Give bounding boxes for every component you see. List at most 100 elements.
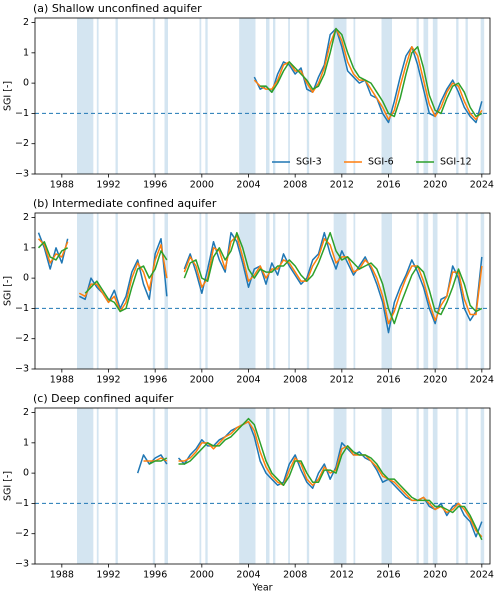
shaded-period [266,408,270,564]
x-axis-label: Year [251,583,272,594]
y-tick-label: −3 [15,169,29,180]
y-axis-label: SGI [-] [3,471,14,501]
shaded-period [266,213,270,369]
shaded-period [423,408,429,564]
x-tick-label: 2008 [283,180,307,191]
x-tick-label: 2024 [470,375,494,386]
shaded-period [465,18,468,174]
y-tick-label: −3 [15,364,29,375]
shaded-period [288,408,290,564]
shaded-period [381,408,392,564]
x-tick-label: 2020 [423,180,447,191]
x-tick-label: 2008 [283,570,307,581]
shaded-period [152,18,156,174]
panel-title: (a) Shallow unconfined aquifer [33,2,202,15]
plot-frame [34,212,491,370]
shaded-period [432,408,438,564]
shaded-period [239,213,256,369]
shaded-period [164,18,168,174]
x-tick-label: 2004 [236,570,260,581]
plot-frame [34,407,491,565]
y-tick-label: 2 [23,17,29,28]
x-tick-label: 1992 [96,570,120,581]
y-tick-label: 0 [23,78,29,89]
y-axis-label: SGI [-] [3,81,14,111]
series-line [253,27,483,124]
shaded-period [199,213,202,369]
x-tick-label: 1988 [50,570,74,581]
shaded-period [288,213,290,369]
shaded-period [115,18,118,174]
x-tick-label: 2008 [283,375,307,386]
y-tick-label: −2 [15,333,29,344]
panel-title: (c) Deep confined aquifer [33,392,174,405]
shaded-period [353,213,356,369]
shaded-period [273,408,276,564]
shaded-period [96,213,99,369]
y-tick-label: −2 [15,528,29,539]
x-tick-label: 2020 [423,570,447,581]
shaded-period [306,213,310,369]
shaded-period [432,18,438,174]
shaded-period [273,18,276,174]
plot-area [35,408,490,564]
shaded-period [333,213,347,369]
shaded-period [266,18,270,174]
shaded-period [77,18,94,174]
shaded-period [199,18,202,174]
y-tick-label: 1 [23,242,29,253]
x-tick-label: 2016 [376,180,400,191]
x-tick-label: 2016 [376,375,400,386]
x-tick-label: 1996 [143,570,167,581]
x-tick-label: 2016 [376,570,400,581]
series-line [148,417,483,541]
series-line [37,231,483,325]
shaded-period [77,213,94,369]
shaded-period [115,408,118,564]
series-line [37,231,483,334]
shaded-period [239,408,256,564]
x-tick-label: 2004 [236,180,260,191]
shaded-period [416,408,419,564]
legend-label: SGI-12 [440,157,472,168]
x-tick-label: 2000 [190,180,214,191]
series-line [143,420,483,538]
shaded-period [381,213,392,369]
shaded-period [416,213,419,369]
series-line [37,234,483,325]
y-tick-label: 2 [23,407,29,418]
x-tick-label: 2020 [423,375,447,386]
shaded-period [77,408,94,564]
series-line [253,27,483,121]
y-axis-label: SGI [-] [3,276,14,306]
x-tick-label: 1992 [96,180,120,191]
y-tick-label: 1 [23,437,29,448]
y-tick-label: −1 [15,303,29,314]
shaded-period [333,18,347,174]
shaded-period [96,18,99,174]
x-tick-label: 1996 [143,375,167,386]
shaded-period [152,213,156,369]
panel-title: (b) Intermediate confined aquifer [33,197,217,210]
legend-label: SGI-3 [296,157,322,168]
shaded-period [164,408,168,564]
y-tick-label: 0 [23,468,29,479]
shaded-period [416,18,419,174]
shaded-period [381,18,392,174]
shaded-period [115,213,118,369]
y-tick-label: 1 [23,47,29,58]
y-tick-label: −2 [15,138,29,149]
x-tick-label: 2004 [236,375,260,386]
x-tick-label: 1996 [143,180,167,191]
shaded-period [306,408,310,564]
x-tick-label: 1988 [50,180,74,191]
series-line [260,27,483,118]
shaded-period [480,408,485,564]
x-tick-label: 2024 [470,180,494,191]
x-tick-label: 1992 [96,375,120,386]
x-tick-label: 1988 [50,375,74,386]
series-line [136,420,483,538]
shaded-period [239,18,256,174]
plot-frame [34,17,491,175]
y-tick-label: 0 [23,273,29,284]
